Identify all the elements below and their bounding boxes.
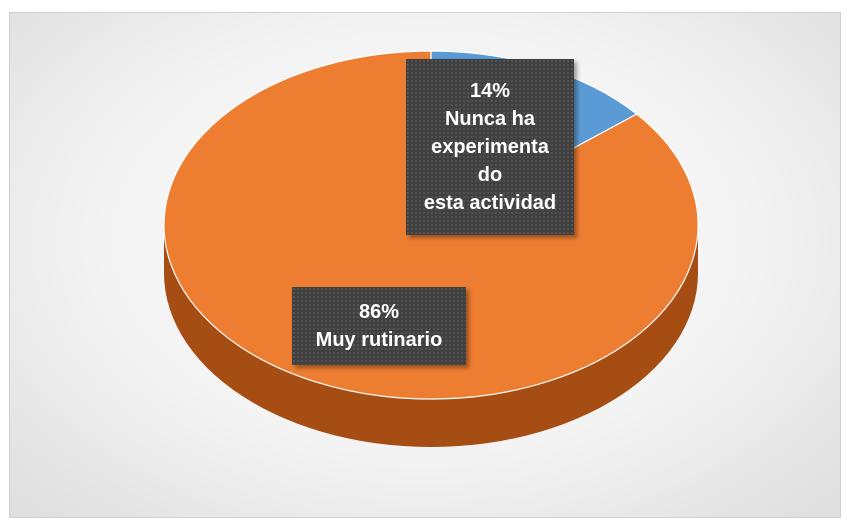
- data-label-text-line: experimenta: [431, 136, 549, 158]
- data-label-text-line: do: [477, 164, 503, 186]
- data-label-text-line: esta actividad: [423, 192, 557, 214]
- data-label-percent: 86%: [358, 301, 400, 323]
- data-label-percent: 14%: [469, 80, 511, 102]
- data-label-text-line: Nunca ha: [444, 108, 536, 130]
- data-label-muy-rutinario: 86% Muy rutinario: [292, 287, 466, 365]
- data-label-nunca-ha-experimentado: 14% Nunca ha experimenta do esta activid…: [406, 59, 574, 235]
- pie-side-1-0: [164, 225, 698, 447]
- chart-area: 14% Nunca ha experimenta do esta activid…: [9, 12, 841, 518]
- data-label-text-line: Muy rutinario: [315, 329, 443, 351]
